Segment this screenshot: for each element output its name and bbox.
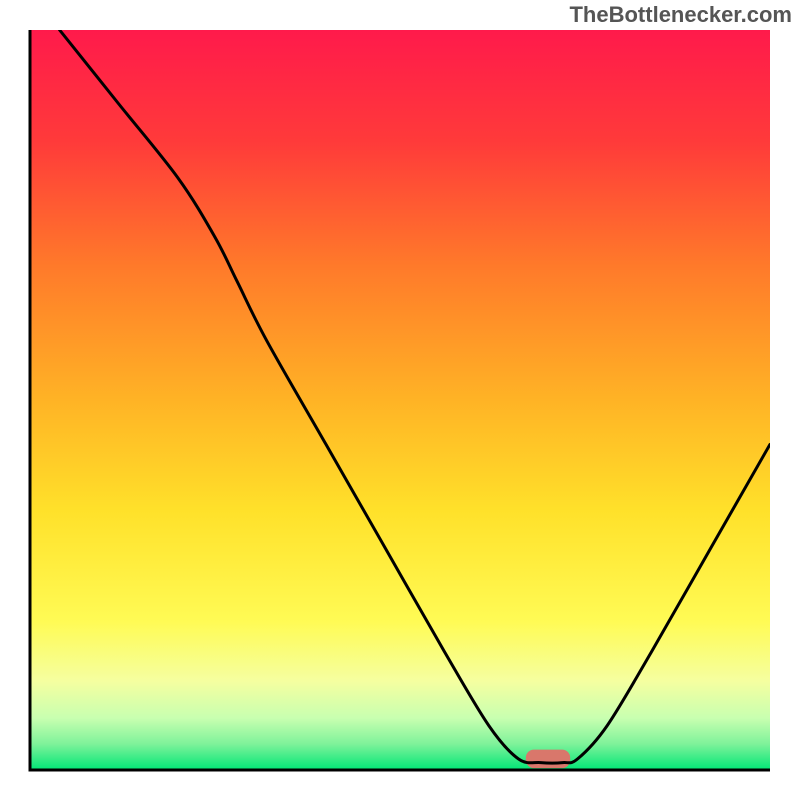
watermark-text: TheBottlenecker.com [569, 2, 792, 28]
gradient-background [30, 30, 770, 770]
bottleneck-chart [0, 0, 800, 800]
optimum-marker [526, 750, 570, 769]
chart-container: TheBottlenecker.com [0, 0, 800, 800]
